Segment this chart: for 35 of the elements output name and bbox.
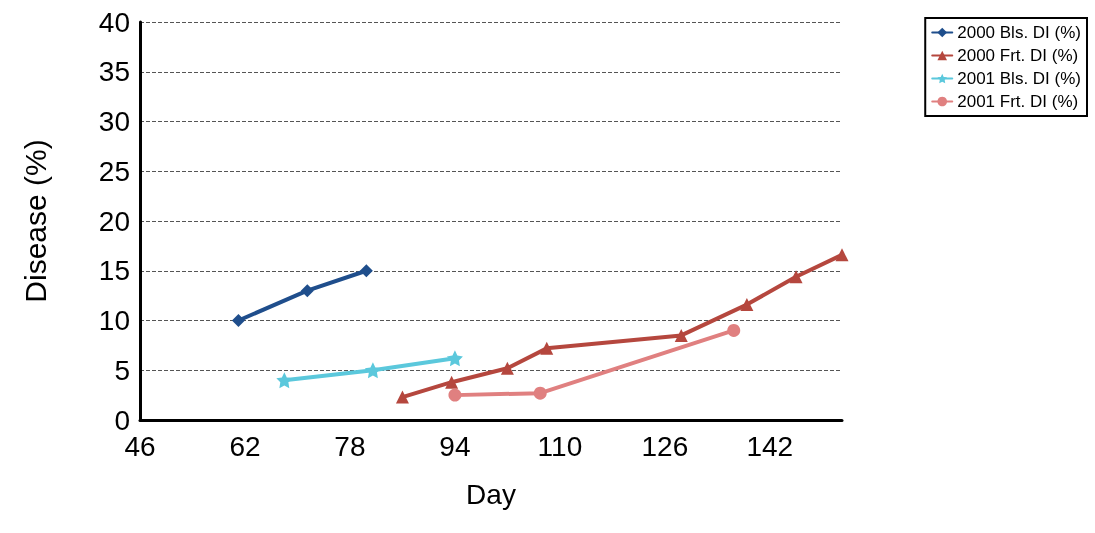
x-tick-label: 110	[537, 430, 583, 462]
y-tick-label: 35	[98, 56, 130, 88]
x-tick-label: 126	[641, 430, 689, 462]
y-axis-title: Disease (%)	[18, 139, 52, 303]
x-tick-label: 94	[439, 430, 471, 462]
point	[359, 264, 373, 278]
y-tick-label: 30	[98, 106, 130, 137]
legend-label: 2001 Frt. DI (%)	[957, 92, 1079, 111]
x-tick-label: 78	[334, 430, 366, 462]
point	[727, 323, 741, 337]
point	[446, 350, 463, 367]
point	[835, 248, 849, 262]
point	[300, 284, 314, 298]
point	[740, 298, 754, 312]
point	[445, 375, 459, 389]
y-tick-label: 40	[98, 6, 130, 38]
point	[500, 361, 514, 375]
y-tick-label: 25	[98, 155, 130, 187]
point	[789, 270, 803, 284]
y-tick-label: 15	[98, 255, 130, 287]
y-tick-label: 5	[114, 354, 130, 386]
x-axis-title: Day	[466, 478, 516, 510]
point	[533, 386, 547, 400]
legend-label: 2000 Frt. DI (%)	[957, 46, 1079, 65]
y-tick-label: 10	[98, 305, 130, 336]
legend-label: 2001 Bls. DI (%)	[957, 69, 1081, 88]
y-tick-label: 20	[98, 205, 130, 237]
point	[231, 314, 245, 327]
point	[540, 341, 554, 355]
x-tick-label: 142	[746, 430, 794, 462]
point	[674, 328, 688, 342]
point	[395, 390, 409, 404]
point	[448, 388, 462, 402]
legend-label: 2000 Bls. DI (%)	[957, 23, 1081, 42]
x-tick-label: 62	[229, 430, 261, 462]
